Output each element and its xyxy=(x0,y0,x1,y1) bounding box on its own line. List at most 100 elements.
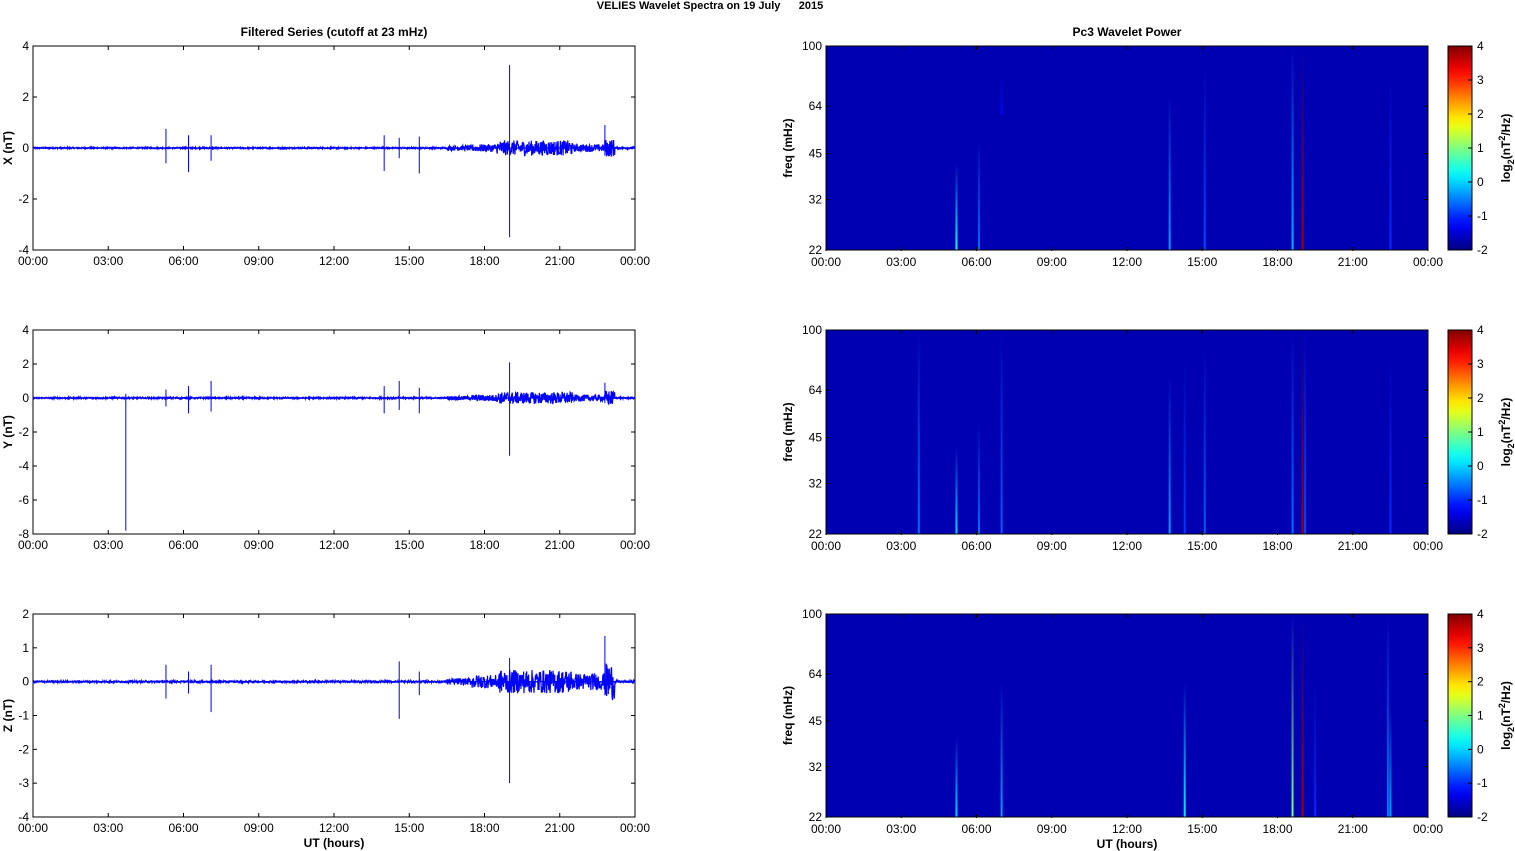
x-tick-label: 18:00 xyxy=(1262,822,1292,836)
power-streak xyxy=(955,446,958,534)
power-streak xyxy=(1291,46,1294,250)
colorbar-tick-label: -2 xyxy=(1477,243,1488,257)
power-streak xyxy=(955,162,958,250)
y-tick-label: 32 xyxy=(809,193,823,207)
y-tick-label: -4 xyxy=(18,459,29,473)
colorbar-tick-label: -1 xyxy=(1477,776,1488,790)
colorbar-tick-label: 4 xyxy=(1477,39,1484,53)
x-tick-label: 09:00 xyxy=(244,821,274,835)
power-streak xyxy=(1389,706,1392,817)
power-streak xyxy=(1168,378,1171,534)
y-tick-label: -3 xyxy=(18,776,29,790)
power-streak xyxy=(1203,351,1206,534)
colorbar-tick-label: 3 xyxy=(1477,357,1484,371)
y-tick-label: 64 xyxy=(809,383,823,397)
y-tick-label: -2 xyxy=(18,192,29,206)
x-tick-label: 15:00 xyxy=(1187,822,1217,836)
x-tick-label: 12:00 xyxy=(1112,822,1142,836)
y-tick-label: 0 xyxy=(22,141,29,155)
y-axis-label: X (nT) xyxy=(1,131,15,165)
x-tick-label: 18:00 xyxy=(469,538,499,552)
y-tick-label: 2 xyxy=(22,607,29,621)
colorbar-tick-label: 2 xyxy=(1477,391,1484,405)
panels: 420-2-400:00 03:00 06:00 09:00 12:00 15:00 18:… xyxy=(1,39,1515,851)
x-tick-label: 09:00 xyxy=(244,254,274,268)
plot-area xyxy=(32,613,636,818)
colorbar-tick-label: -2 xyxy=(1477,810,1488,824)
x-tick-label: 03:00 xyxy=(886,822,916,836)
y-tick-label: 64 xyxy=(809,667,823,681)
x-tick-label: 18:00 xyxy=(469,254,499,268)
right-column-title: Pc3 Wavelet Power xyxy=(1073,25,1182,39)
colorbar-tick-label: -1 xyxy=(1477,209,1488,223)
x-tick-label: 18:00 xyxy=(1262,255,1292,269)
figure-suptitle: VELIES Wavelet Spectra on 19 July 2015 xyxy=(597,0,823,12)
power-streak xyxy=(1386,614,1389,817)
y-axis-label: freq (mHz) xyxy=(781,118,795,177)
x-tick-label: 09:00 xyxy=(1037,539,1067,553)
x-tick-label: 06:00 xyxy=(168,254,198,268)
y-tick-label: 4 xyxy=(22,323,29,337)
y-tick-label: 64 xyxy=(809,99,823,113)
colorbar-tick-label: 1 xyxy=(1477,709,1484,723)
colorbar-tick-label: 1 xyxy=(1477,141,1484,155)
x-tick-label: 06:00 xyxy=(168,538,198,552)
power-streak xyxy=(1291,614,1294,817)
x-tick-label: 15:00 xyxy=(394,821,424,835)
power-streak xyxy=(1301,330,1304,534)
y-tick-label: 2 xyxy=(22,357,29,371)
x-tick-label: 06:00 xyxy=(168,821,198,835)
x-tick-label: 00:00 xyxy=(620,821,650,835)
y-tick-label: 45 xyxy=(809,147,823,161)
y-tick-label: 2 xyxy=(22,90,29,104)
x-tick-label: 06:00 xyxy=(961,255,991,269)
power-streak xyxy=(1301,46,1304,250)
power-streak xyxy=(1291,330,1294,534)
plot-area xyxy=(32,329,636,535)
x-tick-label: 06:00 xyxy=(961,822,991,836)
x-tick-label: 00:00 xyxy=(811,539,841,553)
power-streak xyxy=(1183,360,1186,534)
y-tick-label: -2 xyxy=(18,742,29,756)
power-streak xyxy=(1304,330,1307,534)
y-tick-label: -4 xyxy=(18,243,29,257)
power-streak xyxy=(1301,614,1304,817)
series-trace xyxy=(32,139,636,157)
colorbar: 4 3 2 1 0 -1 -2 log2(nT2/Hz) xyxy=(1447,323,1515,541)
filtered-series-panel: 420-2-400:00 03:00 06:00 09:00 12:00 15:00 18:… xyxy=(1,39,650,268)
colorbar-tick-label: 2 xyxy=(1477,675,1484,689)
x-tick-label: 03:00 xyxy=(886,539,916,553)
power-streak xyxy=(1000,682,1003,817)
x-axis-label: UT (hours) xyxy=(1097,837,1158,851)
x-tick-label: 00:00 xyxy=(1413,822,1443,836)
y-tick-label: 4 xyxy=(22,39,29,53)
x-tick-label: 03:00 xyxy=(93,821,123,835)
power-streak xyxy=(1183,682,1186,817)
power-streak xyxy=(1203,67,1206,250)
x-tick-label: 00:00 xyxy=(18,254,48,268)
series-trace xyxy=(32,663,636,701)
x-tick-label: 03:00 xyxy=(93,538,123,552)
x-tick-label: 21:00 xyxy=(545,254,575,268)
y-tick-label: -2 xyxy=(18,425,29,439)
x-axis-label: UT (hours) xyxy=(304,836,365,850)
y-tick-label: 22 xyxy=(809,243,823,257)
x-tick-label: 18:00 xyxy=(469,821,499,835)
x-tick-label: 09:00 xyxy=(1037,822,1067,836)
x-tick-label: 12:00 xyxy=(1112,255,1142,269)
power-streak xyxy=(1314,682,1317,817)
x-tick-label: 00:00 xyxy=(18,538,48,552)
y-tick-label: 100 xyxy=(802,607,822,621)
y-tick-label: -8 xyxy=(18,527,29,541)
power-streak xyxy=(1389,360,1392,534)
x-tick-label: 21:00 xyxy=(1338,255,1368,269)
x-tick-label: 00:00 xyxy=(1413,255,1443,269)
y-axis-label: freq (mHz) xyxy=(781,686,795,745)
colorbar-tick-label: 1 xyxy=(1477,425,1484,439)
colorbar-label: log2(nT2/Hz) xyxy=(1497,114,1515,183)
power-streak xyxy=(955,736,958,817)
colorbar-tick-label: 0 xyxy=(1477,459,1484,473)
colorbar-tick-label: 0 xyxy=(1477,175,1484,189)
colorbar-tick-label: 3 xyxy=(1477,641,1484,655)
